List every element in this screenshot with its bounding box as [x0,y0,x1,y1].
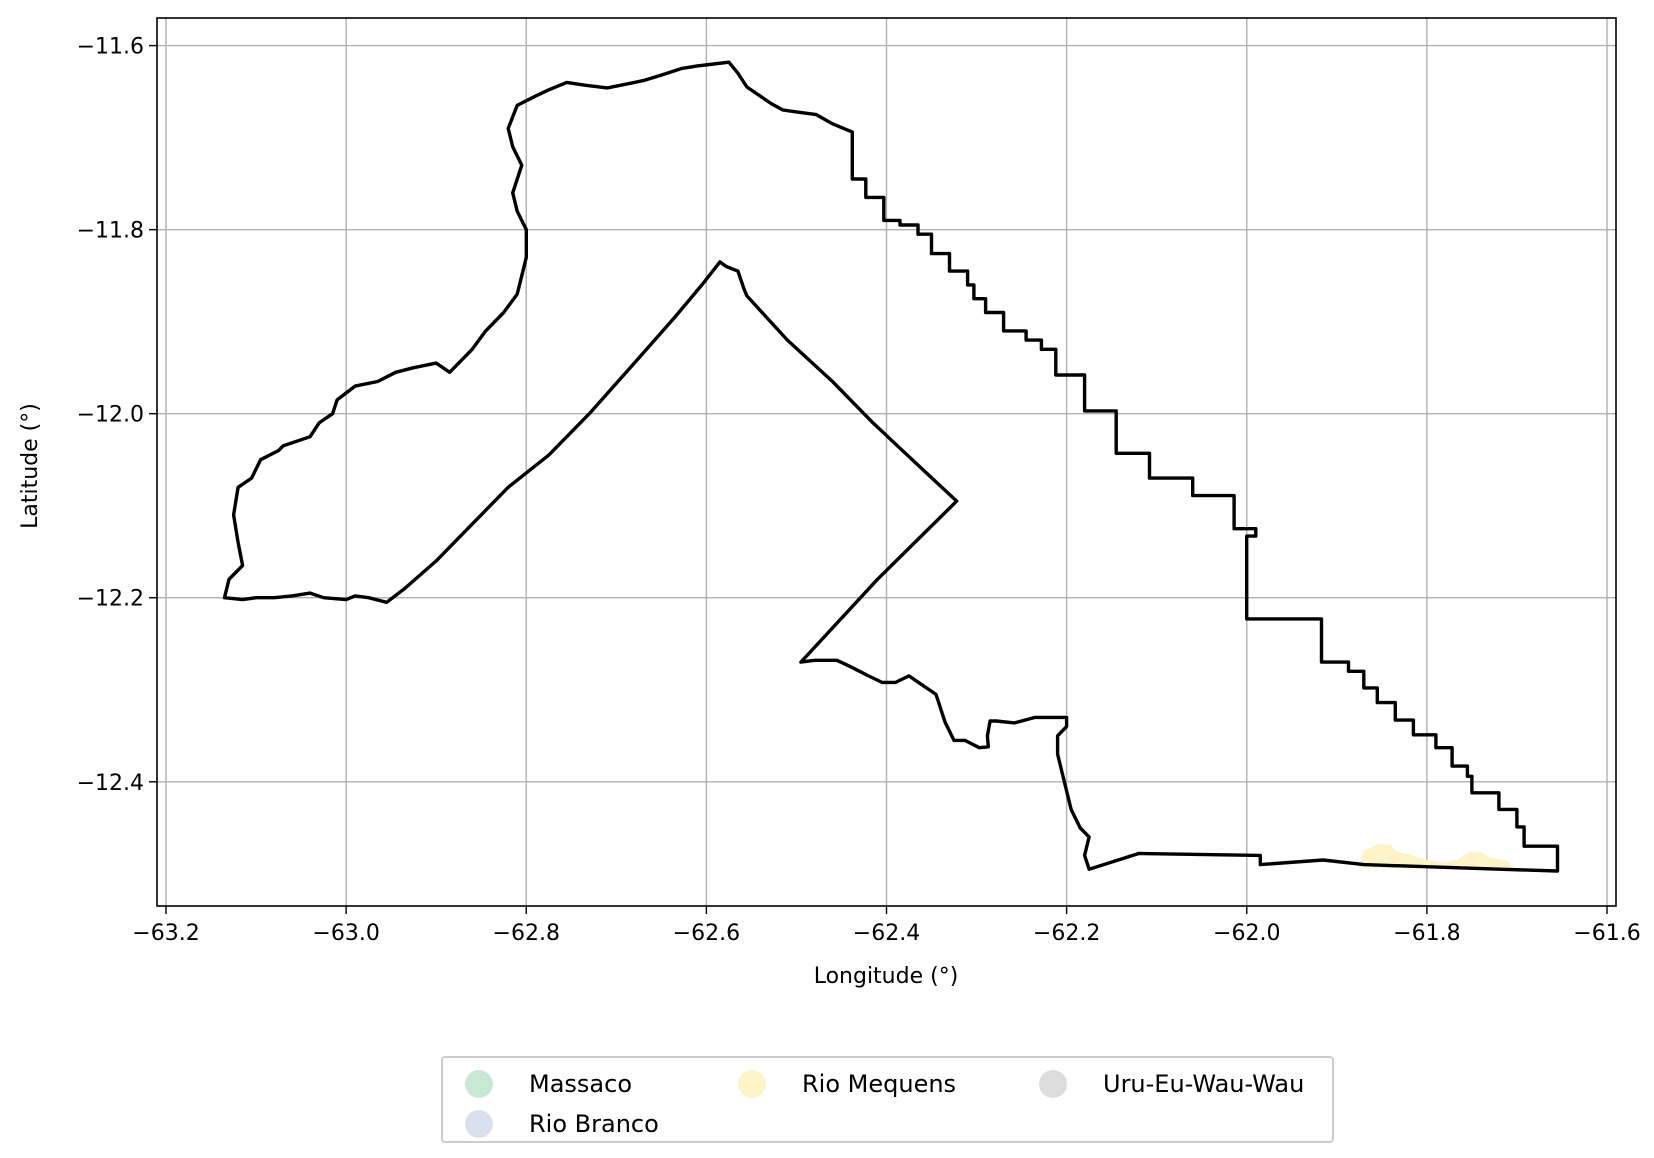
x-tick-label: −61.6 [1573,921,1640,946]
y-axis-label: Latitude (°) [18,403,43,529]
territory-boundary-line [222,60,1560,873]
legend-label-rio-branco: Rio Branco [529,1110,659,1138]
legend-item-rio-branco: Rio Branco [465,1106,659,1142]
x-tick-label: −62.6 [673,921,740,946]
y-tick-label: −11.6 [77,35,144,60]
legend-marker-uru-eu-wau-wau [1039,1070,1067,1098]
x-tick-label: −62.0 [1213,921,1280,946]
territory-regions [1359,844,1513,869]
x-tick-label: −62.8 [493,921,560,946]
legend-label-uru-eu-wau-wau: Uru-Eu-Wau-Wau [1103,1070,1305,1098]
legend-marker-rio-branco [465,1110,493,1138]
legend-item-rio-mequens: Rio Mequens [738,1066,956,1102]
y-tick-label: −11.8 [77,219,144,244]
x-axis-label: Longitude (°) [814,964,959,989]
x-tick-label: −63.0 [312,921,379,946]
x-axis-ticks: −63.2 −63.0 −62.8 −62.6 −62.4 −62.2 −62.0 −61.8… [132,906,1641,946]
legend-label-massaco: Massaco [529,1070,633,1098]
x-tick-label: −63.2 [132,921,199,946]
y-tick-label: −12.4 [77,771,144,796]
legend: Massaco Rio Branco Rio Mequens Uru-Eu-Wa… [441,1056,1334,1143]
y-tick-label: −12.2 [77,587,144,612]
legend-label-rio-mequens: Rio Mequens [802,1070,957,1098]
grid-lines [157,18,1616,906]
legend-marker-rio-mequens [738,1070,766,1098]
x-tick-label: −61.8 [1393,921,1460,946]
y-tick-label: −12.0 [77,403,144,428]
legend-item-uru-eu-wau-wau: Uru-Eu-Wau-Wau [1039,1066,1304,1102]
x-tick-label: −62.2 [1033,921,1100,946]
territory-boundaries [222,60,1560,873]
legend-item-massaco: Massaco [465,1066,632,1102]
y-axis-ticks: −11.6 −11.8 −12.0 −12.2 −12.4 [77,35,157,796]
legend-marker-massaco [465,1070,493,1098]
x-tick-label: −62.4 [853,921,920,946]
region-rio-mequens [1359,844,1513,869]
